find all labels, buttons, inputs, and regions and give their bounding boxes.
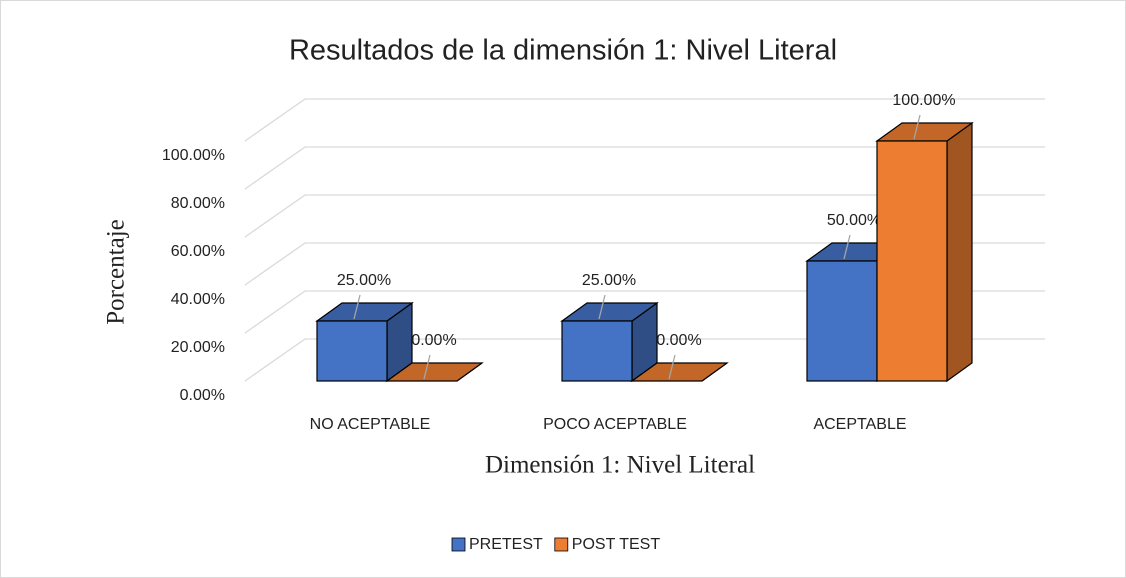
x-tick-label: POCO ACEPTABLE — [543, 416, 687, 433]
y-tick-label: 80.00% — [171, 195, 225, 212]
y-tick-label: 100.00% — [162, 147, 225, 164]
legend-label: PRETEST — [469, 536, 543, 553]
leader-line — [843, 234, 851, 260]
bar — [316, 320, 388, 382]
leader-line — [423, 354, 431, 380]
chart-title: Resultados de la dimensión 1: Nivel Lite… — [289, 35, 837, 67]
leader-line — [353, 294, 361, 320]
leader-line — [598, 294, 606, 320]
grid-line — [244, 338, 1045, 382]
y-tick-label: 60.00% — [171, 243, 225, 260]
data-label: 50.00% — [827, 212, 881, 229]
bar-side — [946, 121, 973, 383]
grid-line — [244, 146, 1045, 190]
leader-line — [668, 354, 676, 380]
grid-line — [244, 194, 1045, 238]
bar — [806, 260, 878, 382]
grid-line — [244, 242, 1045, 286]
grid-line — [244, 98, 1045, 142]
y-tick-label: 0.00% — [180, 387, 225, 404]
data-label: 0.00% — [411, 332, 456, 349]
x-tick-label: NO ACEPTABLE — [310, 416, 431, 433]
y-tick-label: 40.00% — [171, 291, 225, 308]
x-axis-title: Dimensión 1: Nivel Literal — [485, 452, 755, 479]
bar — [561, 320, 633, 382]
legend-swatch — [451, 537, 466, 552]
data-label: 25.00% — [582, 272, 636, 289]
data-label: 0.00% — [656, 332, 701, 349]
bar — [876, 140, 948, 382]
leader-line — [913, 114, 921, 140]
x-tick-label: ACEPTABLE — [813, 416, 906, 433]
data-label: 25.00% — [337, 272, 391, 289]
grid-line — [244, 290, 1045, 334]
legend-label: POST TEST — [572, 536, 661, 553]
y-axis-title: Porcentaje — [103, 219, 130, 325]
data-label: 100.00% — [892, 92, 955, 109]
y-tick-label: 20.00% — [171, 339, 225, 356]
bar-top — [385, 362, 484, 382]
bar-top — [630, 362, 729, 382]
legend-swatch — [554, 537, 569, 552]
